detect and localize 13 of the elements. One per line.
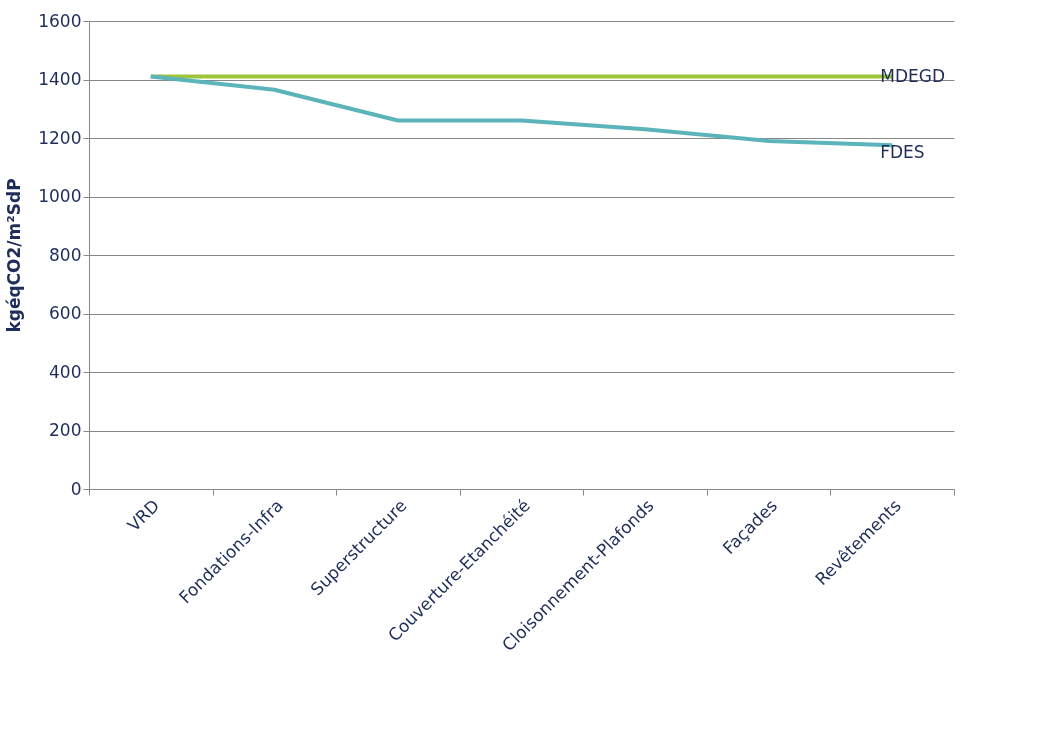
y-tick-label: 200 [49, 420, 82, 440]
y-tick-label: 1600 [38, 10, 82, 31]
y-tick-label: 1200 [38, 127, 82, 148]
series-label: FDES [880, 142, 925, 163]
y-tick-label: 400 [49, 361, 82, 382]
x-tick-label: VRD [123, 495, 164, 536]
y-tick-label: 600 [49, 303, 82, 323]
y-tick-label: 1400 [38, 69, 82, 89]
y-tick-label: 800 [49, 244, 82, 265]
y-tick-label: 1000 [38, 186, 82, 206]
series-label: MDEGD [880, 65, 945, 86]
y-tick-label: 0 [70, 478, 82, 499]
y-axis-title: kgéqCO2/m²SdP [4, 178, 25, 333]
